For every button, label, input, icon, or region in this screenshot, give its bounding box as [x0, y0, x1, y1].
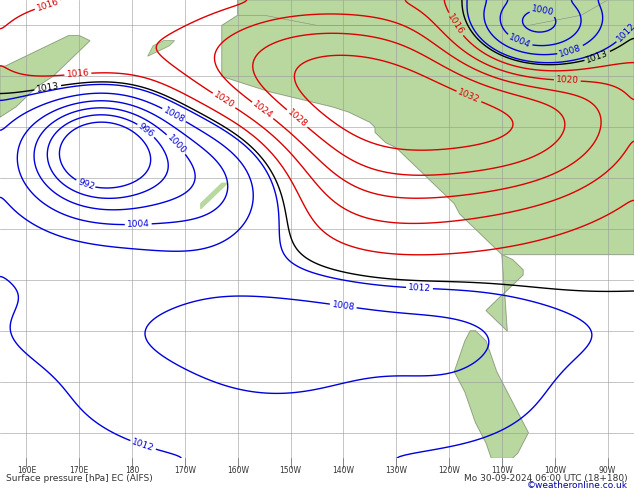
- Text: 1016: 1016: [0, 489, 1, 490]
- Polygon shape: [238, 0, 634, 92]
- Text: 1000: 1000: [0, 489, 1, 490]
- Text: 1016: 1016: [66, 69, 89, 79]
- Text: 1004: 1004: [507, 33, 532, 50]
- Text: 1020: 1020: [0, 489, 1, 490]
- Text: 1020: 1020: [555, 75, 579, 86]
- Text: ©weatheronline.co.uk: ©weatheronline.co.uk: [527, 481, 628, 490]
- Text: 1008: 1008: [331, 300, 355, 312]
- Text: 1024: 1024: [251, 100, 275, 121]
- Text: 1008: 1008: [558, 43, 583, 58]
- Text: Mo 30-09-2024 06:00 UTC (18+180): Mo 30-09-2024 06:00 UTC (18+180): [464, 474, 628, 483]
- Text: 1016: 1016: [0, 489, 1, 490]
- Text: 1016: 1016: [36, 0, 60, 13]
- Text: 1012: 1012: [0, 489, 1, 490]
- Text: 1008: 1008: [0, 489, 1, 490]
- Text: 1032: 1032: [0, 489, 1, 490]
- Text: 140W: 140W: [332, 466, 354, 475]
- Text: 1012: 1012: [615, 21, 634, 44]
- Text: 1012: 1012: [131, 437, 155, 453]
- Text: 1000: 1000: [531, 4, 555, 17]
- Text: 1028: 1028: [285, 108, 309, 129]
- Text: 1032: 1032: [456, 88, 481, 105]
- Text: 1016: 1016: [445, 12, 465, 37]
- Text: 1008: 1008: [0, 489, 1, 490]
- Text: 1000: 1000: [165, 133, 188, 156]
- Text: 110W: 110W: [491, 466, 513, 475]
- Polygon shape: [486, 254, 523, 331]
- Text: 1013: 1013: [585, 49, 610, 65]
- Text: 1028: 1028: [0, 489, 1, 490]
- Text: 1012: 1012: [0, 489, 1, 490]
- Text: 1008: 1008: [162, 105, 186, 124]
- Text: 1000: 1000: [0, 489, 1, 490]
- Text: 1024: 1024: [0, 489, 1, 490]
- Text: 180: 180: [125, 466, 139, 475]
- Text: 992: 992: [76, 177, 95, 192]
- Polygon shape: [222, 0, 634, 254]
- Text: 1008: 1008: [0, 489, 1, 490]
- Text: 1004: 1004: [0, 489, 1, 490]
- Text: 170E: 170E: [70, 466, 89, 475]
- Text: 996: 996: [0, 489, 1, 490]
- Text: 1012: 1012: [0, 489, 1, 490]
- Polygon shape: [201, 183, 227, 209]
- Text: 1013: 1013: [0, 489, 1, 490]
- Polygon shape: [0, 36, 90, 117]
- Text: 120W: 120W: [438, 466, 460, 475]
- Text: 170W: 170W: [174, 466, 196, 475]
- Text: 992: 992: [0, 489, 1, 490]
- Text: 1016: 1016: [0, 489, 1, 490]
- Text: 1004: 1004: [127, 220, 150, 229]
- Text: 130W: 130W: [385, 466, 407, 475]
- Text: Surface pressure [hPa] EC (AIFS): Surface pressure [hPa] EC (AIFS): [6, 474, 153, 483]
- Text: 100W: 100W: [544, 466, 566, 475]
- Text: 160W: 160W: [227, 466, 249, 475]
- Text: 1020: 1020: [212, 91, 236, 110]
- Text: 90W: 90W: [599, 466, 616, 475]
- Text: 996: 996: [136, 122, 156, 139]
- Text: 160E: 160E: [16, 466, 36, 475]
- Text: 1012: 1012: [408, 283, 431, 293]
- Text: 1004: 1004: [0, 489, 1, 490]
- Text: 1013: 1013: [0, 489, 1, 490]
- Polygon shape: [455, 331, 528, 458]
- Text: 1020: 1020: [0, 489, 1, 490]
- Text: 150W: 150W: [280, 466, 302, 475]
- Text: 1013: 1013: [36, 81, 60, 94]
- Polygon shape: [148, 41, 174, 56]
